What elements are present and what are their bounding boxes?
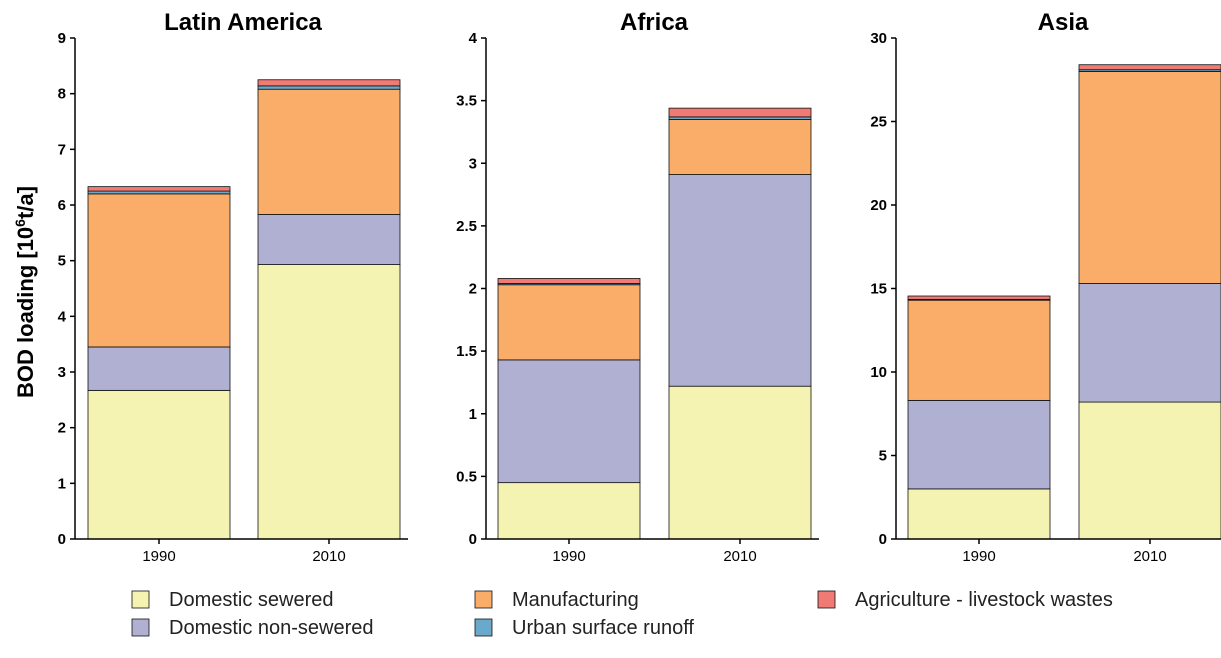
- y-tick-label: 5: [58, 253, 66, 270]
- bar-segment: [497, 284, 641, 361]
- y-tick-label: 4: [58, 308, 67, 325]
- bar-segment: [668, 119, 812, 175]
- y-tick-label: 3.5: [456, 93, 477, 110]
- panel-title: Latin America: [164, 9, 322, 36]
- legend-label: Domestic sewered: [169, 589, 334, 611]
- bar-segment: [87, 190, 231, 195]
- y-tick-label: 8: [58, 86, 66, 103]
- y-tick-label: 25: [870, 114, 887, 131]
- y-axis-title-sup: 6: [12, 219, 28, 227]
- bar-segment: [497, 278, 641, 284]
- y-tick-label: 0: [469, 531, 477, 548]
- bar-segment: [87, 389, 231, 540]
- bar-segment: [257, 264, 401, 540]
- y-tick-label: 0.5: [456, 468, 477, 485]
- legend-item: Manufacturing: [474, 589, 639, 611]
- legend-swatch: [131, 618, 150, 637]
- panel-title: Asia: [1038, 9, 1089, 36]
- bar-segment: [668, 107, 812, 118]
- y-tick-label: 0: [58, 531, 66, 548]
- bar-segment: [497, 482, 641, 540]
- x-tick-label: 1990: [962, 548, 995, 565]
- bar-segment: [668, 174, 812, 387]
- y-tick-label: 1: [469, 406, 477, 423]
- y-tick-label: 3: [58, 364, 66, 381]
- y-tick-label: 2: [469, 281, 477, 298]
- legend-swatch: [474, 618, 493, 637]
- legend-swatch: [474, 590, 493, 609]
- y-tick-label: 5: [879, 448, 887, 465]
- bar-segment: [907, 488, 1051, 540]
- panel-0: Latin America 0 1 2 3 4 5 6 7 8 9 1990 2010: [58, 9, 408, 565]
- legend-label: Manufacturing: [512, 589, 639, 611]
- legend-label: Domestic non-sewered: [169, 617, 374, 639]
- panel-title: Africa: [620, 9, 689, 36]
- bar-segment: [907, 299, 1051, 401]
- bar-segment: [257, 214, 401, 265]
- bar-segment: [87, 186, 231, 192]
- x-tick-label: 1990: [552, 548, 585, 565]
- bar-segment: [87, 346, 231, 391]
- legend-item: Urban surface runoff: [474, 617, 694, 639]
- bar-segment: [257, 85, 401, 90]
- y-tick-label: 20: [870, 197, 887, 214]
- y-tick-label: 2: [58, 420, 66, 437]
- y-tick-label: 15: [870, 281, 887, 298]
- y-tick-label: 1: [58, 475, 66, 492]
- bar-segment: [497, 359, 641, 484]
- x-tick-label: 2010: [723, 548, 756, 565]
- bar-segment: [907, 295, 1051, 300]
- y-tick-label: 4: [469, 30, 478, 47]
- y-axis-title-main: BOD loading [10: [13, 227, 38, 398]
- legend-item: Agriculture - livestock wastes: [817, 589, 1113, 611]
- legend-label: Urban surface runoff: [512, 617, 694, 639]
- y-tick-label: 30: [870, 30, 887, 47]
- x-tick-label: 2010: [312, 548, 345, 565]
- bar-segment: [907, 399, 1051, 490]
- y-tick-label: 1.5: [456, 343, 477, 360]
- panel-1: Africa 0 0.5 1 1.5 2 2.5 3 3.5 4 1990 2010: [456, 9, 819, 565]
- bar-segment: [1078, 64, 1221, 71]
- x-tick-label: 1990: [142, 548, 175, 565]
- bar-segment: [1078, 401, 1221, 540]
- bar-segment: [87, 193, 231, 348]
- x-tick-label: 2010: [1133, 548, 1166, 565]
- y-tick-label: 9: [58, 30, 66, 47]
- y-tick-label: 3: [469, 155, 477, 172]
- bar-segment: [668, 385, 812, 540]
- y-axis-title: BOD loading [106t/a]: [12, 186, 38, 398]
- legend-item: Domestic sewered: [131, 589, 334, 611]
- bar-segment: [257, 79, 401, 87]
- panel-2: Asia 0 5 10 15 20 25 30 1990 2010: [870, 9, 1221, 565]
- y-tick-label: 10: [870, 364, 887, 381]
- y-tick-label: 7: [58, 141, 66, 158]
- bar-segment: [1078, 283, 1221, 403]
- y-tick-label: 0: [879, 531, 887, 548]
- bar-segment: [1078, 71, 1221, 284]
- y-tick-label: 2.5: [456, 218, 477, 235]
- legend-item: Domestic non-sewered: [131, 617, 374, 639]
- y-axis-title-unit: t/a]: [13, 186, 38, 219]
- bar-segment: [257, 88, 401, 215]
- legend-label: Agriculture - livestock wastes: [855, 589, 1113, 611]
- legend-swatch: [817, 590, 836, 609]
- legend-swatch: [131, 590, 150, 609]
- y-tick-label: 6: [58, 197, 66, 214]
